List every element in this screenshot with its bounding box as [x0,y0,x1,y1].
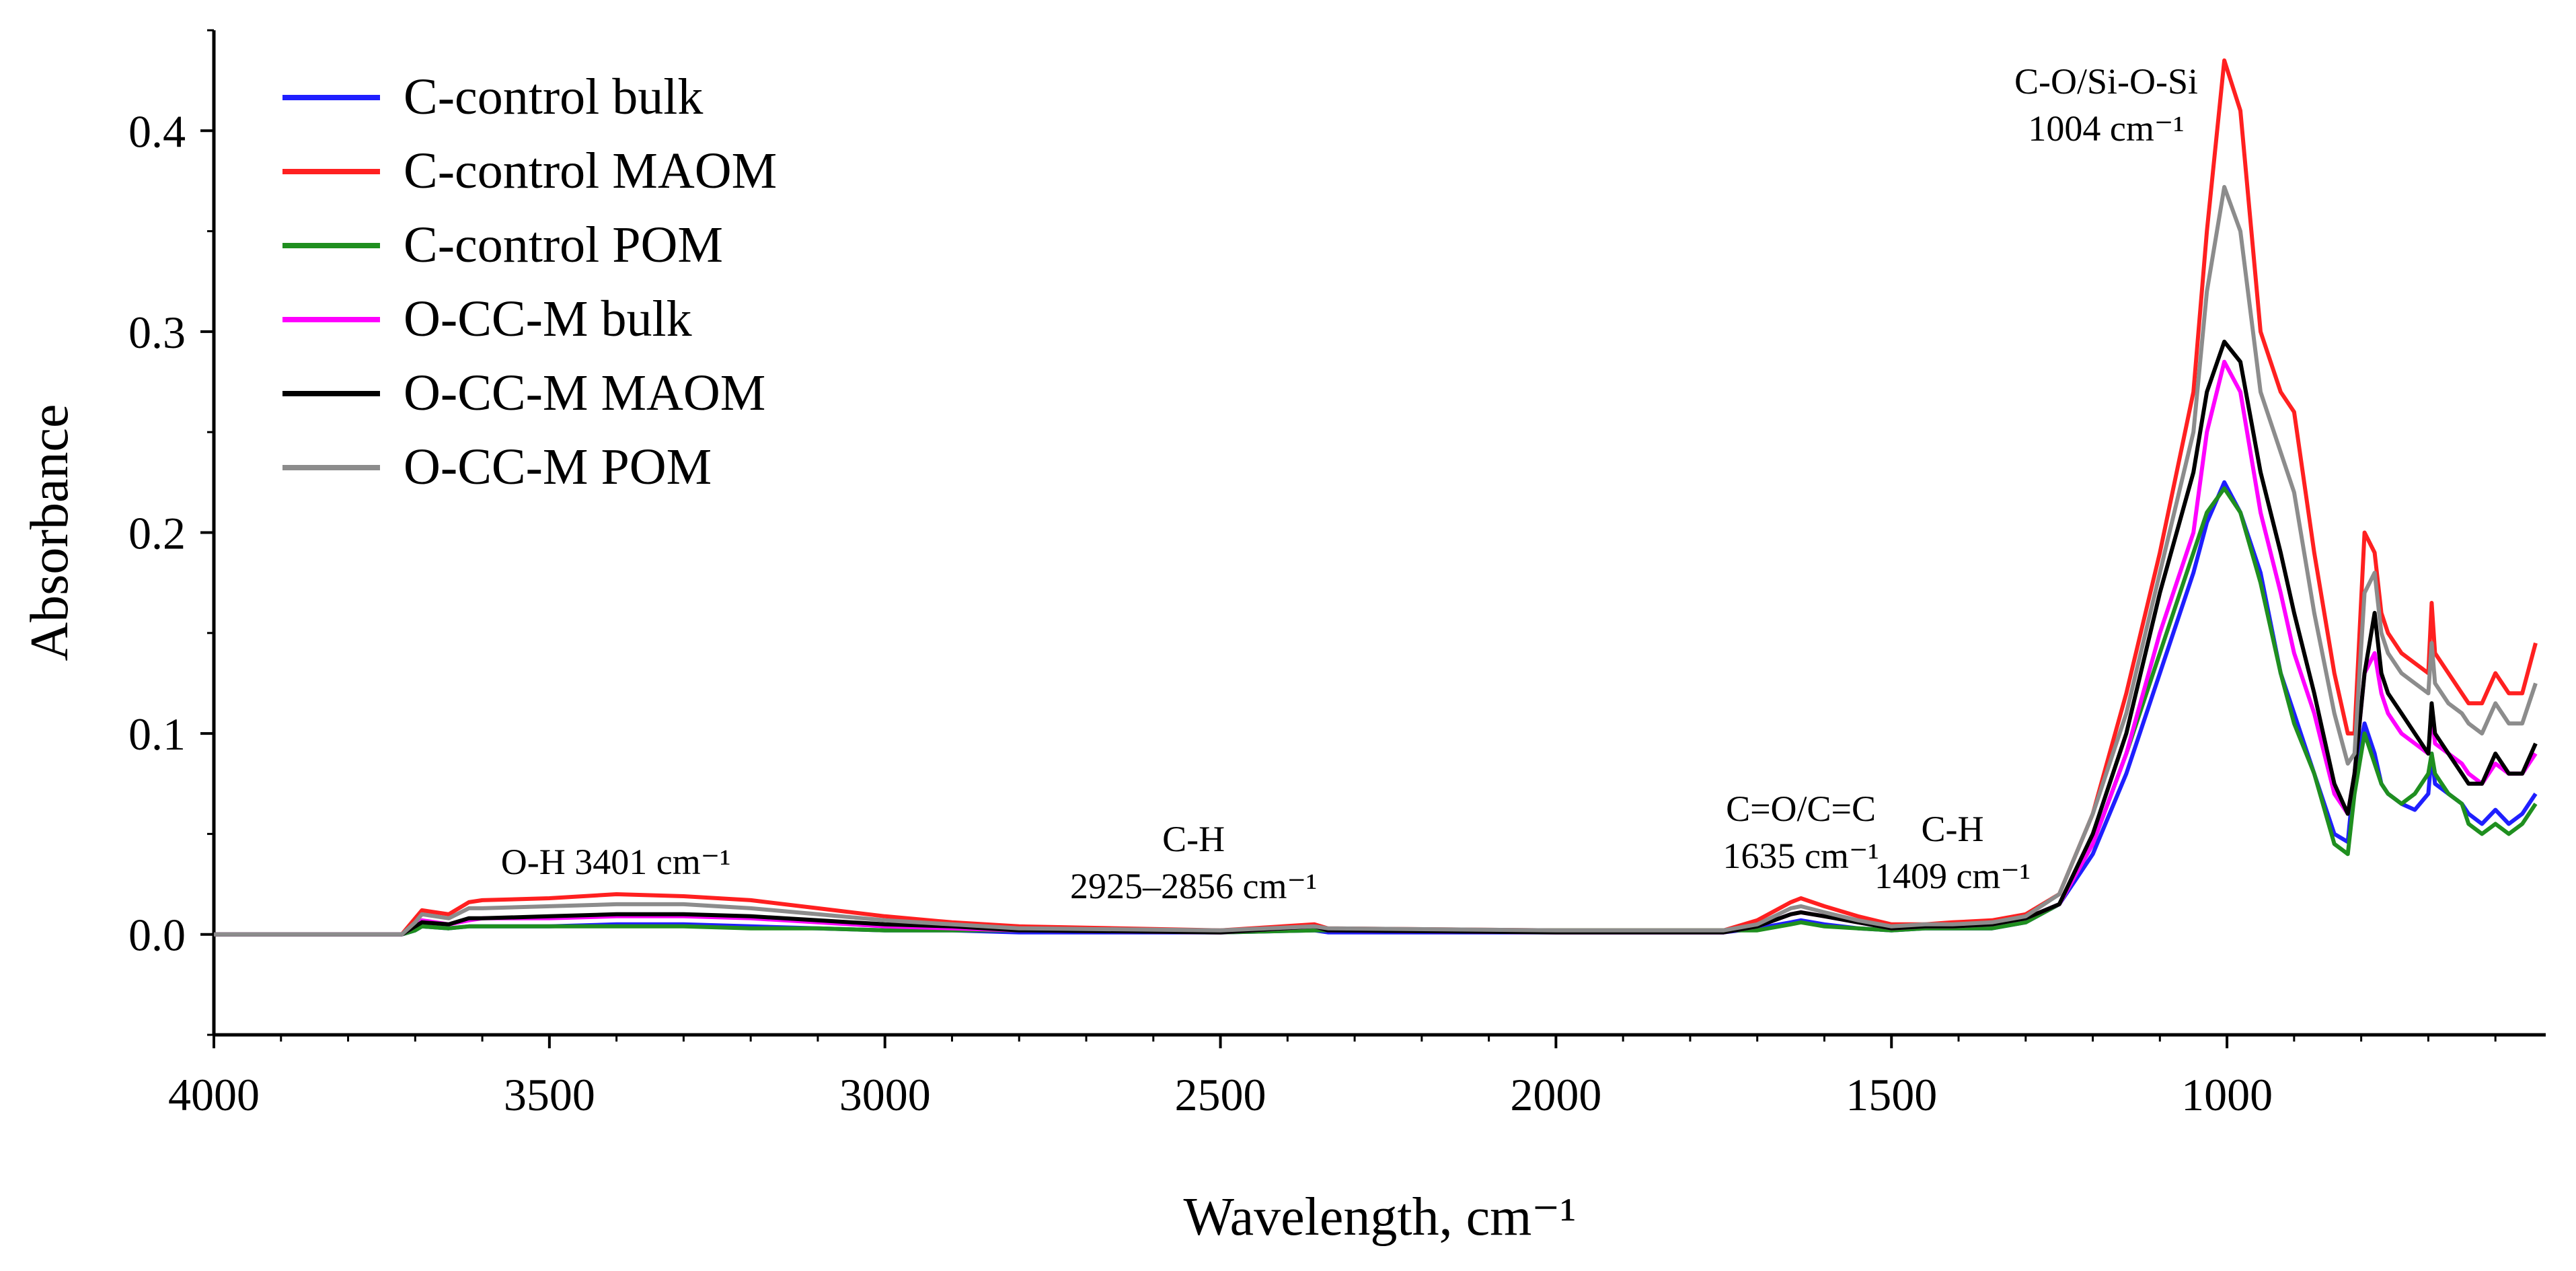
y-tick-label: 0.2 [128,508,186,559]
series-line-o-cc-m-maom [214,339,2538,937]
legend: C-control bulk C-control MAOM C-control PO… [282,69,777,495]
legend-label-o-cc-m-pom: O-CC-M POM [404,439,712,495]
annotation-ch1: C-H [1162,819,1225,859]
legend-label-c-control-bulk: C-control bulk [404,69,703,125]
annotations: O-H 3401 cm⁻¹ C-H 2925–2856 cm⁻¹ C=O/C=C 163… [501,61,2198,906]
annotation-ch1: 2925–2856 cm⁻¹ [1070,866,1317,906]
legend-label-o-cc-m-maom: O-CC-M MAOM [404,365,765,421]
axes: 0.0 0.1 0.2 0.3 0.4 4000 3500 3000 2500 2000 1500 1… [128,29,2546,1120]
x-tick-label: 2500 [1175,1069,1266,1120]
x-tick-label: 4000 [168,1069,260,1120]
annotation-sio: 1004 cm⁻¹ [2028,108,2184,149]
x-tick-label: 1500 [1846,1069,1937,1120]
y-tick-label: 0.1 [128,709,186,760]
annotation-ch2: 1409 cm⁻¹ [1874,856,2031,896]
x-axis-title: Wavelength, cm⁻¹ [1183,1188,1576,1247]
legend-label-c-control-maom: C-control MAOM [404,143,777,199]
legend-label-c-control-pom: C-control POM [404,217,723,273]
x-tick-label: 2000 [1510,1069,1601,1120]
y-axis-title: Absorbance [20,404,79,661]
y-tick-label: 0.4 [128,106,186,157]
annotation-ch2: C-H [1922,809,1984,849]
y-tick-label: 0.0 [128,910,186,961]
series-lines [214,58,2538,937]
y-tick-label: 0.3 [128,307,186,358]
annotation-co: C=O/C=C [1726,789,1876,829]
series-line-o-cc-m-pom [214,184,2538,937]
annotation-oh: O-H 3401 cm⁻¹ [501,842,731,882]
legend-label-o-cc-m-bulk: O-CC-M bulk [404,291,692,347]
x-tick-label: 1000 [2181,1069,2273,1120]
annotation-sio: C-O/Si-O-Si [2014,61,2198,102]
x-tick-label: 3000 [839,1069,931,1120]
x-tick-label: 3500 [504,1069,595,1120]
annotation-co: 1635 cm⁻¹ [1722,836,1879,876]
